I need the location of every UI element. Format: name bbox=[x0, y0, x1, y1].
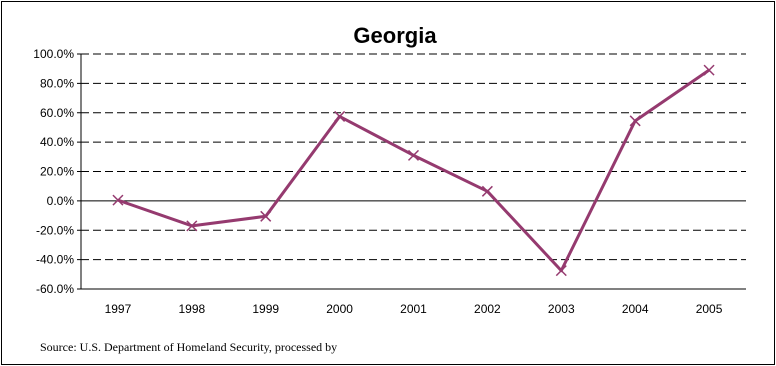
data-point-marker bbox=[629, 115, 641, 127]
data-point-marker bbox=[260, 210, 272, 222]
x-tick-label: 2001 bbox=[400, 302, 427, 316]
y-tick-label: 100.0% bbox=[33, 47, 74, 61]
x-tick-label: 2002 bbox=[474, 302, 501, 316]
data-point-marker bbox=[481, 185, 493, 197]
data-point-marker bbox=[407, 149, 420, 161]
x-tick-label: 1998 bbox=[178, 302, 205, 316]
x-tick-labels: 1997 1998 1999 2000 2001 2002 2003 2004 2005 bbox=[105, 302, 723, 316]
axes bbox=[77, 53, 746, 290]
y-tick-label: 60.0% bbox=[40, 106, 74, 120]
y-tick-label: 0.0% bbox=[47, 194, 75, 208]
y-tick-label: 20.0% bbox=[40, 165, 74, 179]
y-tick-label: -60.0% bbox=[36, 282, 74, 296]
data-point-marker bbox=[186, 220, 198, 232]
x-tick-label: 1997 bbox=[105, 302, 132, 316]
y-tick-labels: 100.0% 80.0% 60.0% 40.0% 20.0% 0.0% -20.0% -40.… bbox=[33, 47, 74, 296]
y-tick-label: -40.0% bbox=[36, 253, 74, 267]
y-tick-label: 40.0% bbox=[40, 135, 74, 149]
y-tick-label: 80.0% bbox=[40, 76, 74, 90]
y-tick-label: -20.0% bbox=[36, 223, 74, 237]
series-layer bbox=[112, 64, 715, 277]
x-tick-label: 1999 bbox=[252, 302, 279, 316]
chart-title: Georgia bbox=[353, 23, 437, 48]
series-line bbox=[117, 68, 710, 273]
data-point-marker bbox=[334, 110, 346, 122]
data-point-marker bbox=[703, 64, 715, 76]
x-tick-label: 2004 bbox=[622, 302, 649, 316]
data-point-marker bbox=[555, 265, 567, 277]
source-note: Source: U.S. Department of Homeland Secu… bbox=[40, 340, 338, 354]
x-tick-label: 2005 bbox=[696, 302, 723, 316]
x-tick-label: 2003 bbox=[548, 302, 575, 316]
gridlines bbox=[81, 53, 746, 261]
x-tick-label: 2000 bbox=[326, 302, 353, 316]
data-point-marker bbox=[112, 194, 124, 206]
